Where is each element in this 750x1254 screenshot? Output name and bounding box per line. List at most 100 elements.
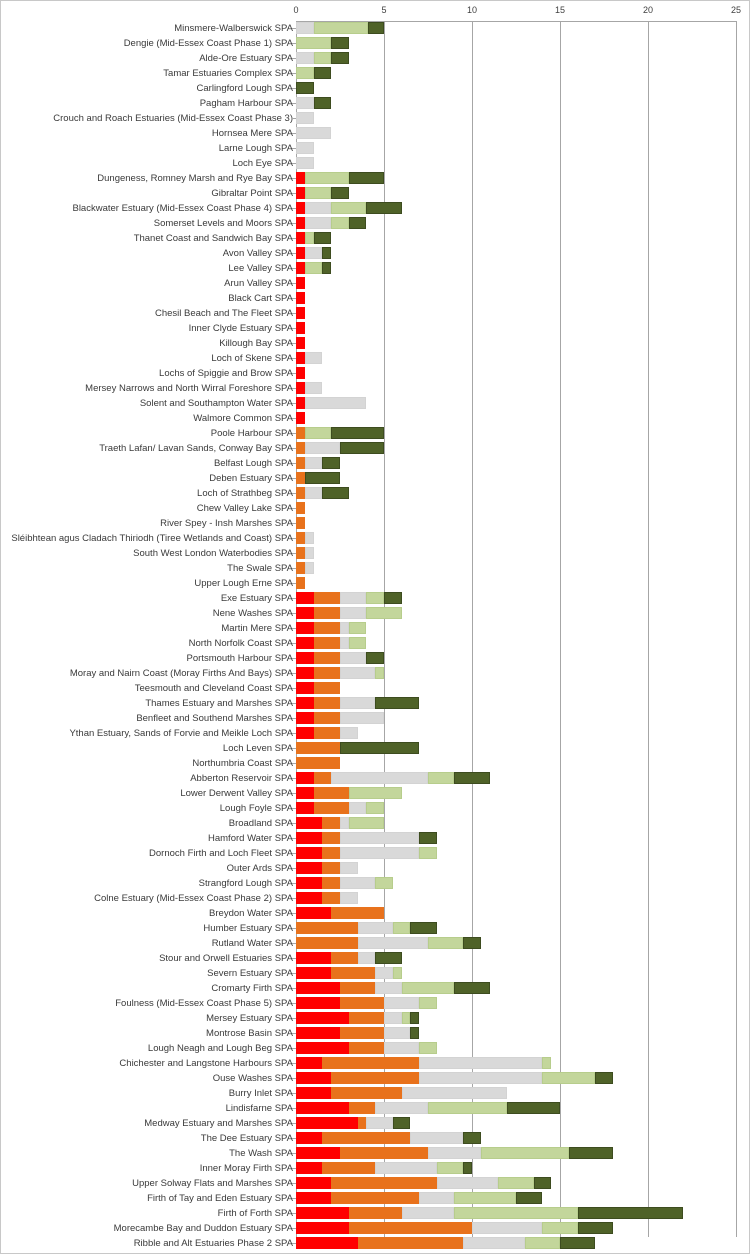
bar-segment-light-green	[366, 592, 384, 604]
category-tick	[292, 133, 296, 134]
category-label: Loch of Strathbeg SPA	[197, 488, 293, 499]
category-tick	[292, 1108, 296, 1109]
chart-row: Foulness (Mid-Essex Coast Phase 5) SPA	[1, 996, 749, 1011]
bar-segment-grey	[296, 112, 314, 124]
category-tick	[292, 1033, 296, 1034]
bar-segment-dark-green	[577, 1222, 613, 1234]
bar-segment-dark-green	[463, 1132, 481, 1144]
category-tick	[292, 208, 296, 209]
category-label: River Spey - Insh Marshes SPA	[160, 518, 293, 529]
bar-segment-light-green	[375, 667, 384, 679]
category-tick	[292, 508, 296, 509]
bar-segment-dark-green	[577, 1207, 684, 1219]
chart-row: Chew Valley Lake SPA	[1, 501, 749, 516]
bar-segment-light-green	[524, 1237, 560, 1249]
bar-segment-red	[296, 1057, 323, 1069]
bar-segment-orange	[313, 727, 340, 739]
bar-segment-red	[296, 907, 332, 919]
bar-segment-grey	[296, 97, 314, 109]
category-label: Breydon Water SPA	[209, 908, 293, 919]
chart-row: Loch of Skene SPA	[1, 351, 749, 366]
category-label: Loch Eye SPA	[232, 158, 293, 169]
chart-row: Lee Valley SPA	[1, 261, 749, 276]
category-label: Traeth Lafan/ Lavan Sands, Conway Bay SP…	[99, 443, 293, 454]
bar-segment-dark-green	[392, 1117, 411, 1129]
bar-segment-orange	[331, 1072, 420, 1084]
bar-segment-grey	[304, 217, 332, 229]
bar-segment-orange	[296, 472, 305, 484]
category-label: Severn Estuary SPA	[207, 968, 293, 979]
category-label: Dornoch Firth and Loch Fleet SPA	[149, 848, 293, 859]
bar-segment-red	[296, 1207, 349, 1219]
category-tick	[292, 88, 296, 89]
bar-segment-dark-green	[410, 1027, 420, 1039]
category-label: Chichester and Langstone Harbours SPA	[119, 1058, 293, 1069]
bar-segment-grey	[419, 1192, 455, 1204]
bar-segment-dark-green	[410, 1012, 420, 1024]
category-label: Loch Leven SPA	[222, 743, 293, 754]
bar-segment-grey	[340, 607, 367, 619]
bar-segment-orange	[348, 1222, 472, 1234]
bar-segment-red	[296, 592, 314, 604]
category-label: Somerset Levels and Moors SPA	[153, 218, 293, 229]
chart-row: Minsmere-Walberswick SPA	[1, 21, 749, 36]
bar-segment-grey	[340, 637, 349, 649]
category-label: Lochs of Spiggie and Brow SPA	[159, 368, 293, 379]
category-tick	[292, 928, 296, 929]
bar-segment-orange	[296, 577, 305, 589]
bar-segment-red	[296, 307, 305, 319]
bar-segment-red	[296, 1072, 332, 1084]
category-tick	[292, 718, 296, 719]
category-label: Exe Estuary SPA	[220, 593, 293, 604]
bar-segment-light-green	[304, 262, 323, 274]
bar-segment-dark-green	[331, 37, 349, 49]
bar-segment-grey	[419, 1072, 543, 1084]
chart-row: South West London Waterbodies SPA	[1, 546, 749, 561]
bar-segment-light-green	[331, 202, 367, 214]
category-label: Moray and Nairn Coast (Moray Firths And …	[69, 668, 293, 679]
bar-segment-orange	[322, 877, 340, 889]
category-tick	[292, 1198, 296, 1199]
bar-segment-red	[296, 862, 323, 874]
chart-row: Mersey Narrows and North Wirral Foreshor…	[1, 381, 749, 396]
bar-segment-light-green	[436, 1162, 464, 1174]
bar-segment-red	[296, 172, 305, 184]
bar-segment-orange	[322, 1162, 376, 1174]
chart-row: Arun Valley SPA	[1, 276, 749, 291]
chart-row: Morecambe Bay and Duddon Estuary SPA	[1, 1221, 749, 1236]
x-tick-label: 25	[730, 5, 742, 15]
category-tick	[292, 1138, 296, 1139]
category-label: Ribble and Alt Estuaries Phase 2 SPA	[133, 1238, 293, 1249]
chart-row: Larne Lough SPA	[1, 141, 749, 156]
bar-segment-dark-green	[419, 832, 437, 844]
category-tick	[292, 913, 296, 914]
chart-row: Ythan Estuary, Sands of Forvie and Meikl…	[1, 726, 749, 741]
bar-segment-light-green	[498, 1177, 534, 1189]
category-tick	[292, 28, 296, 29]
bar-segment-red	[296, 877, 323, 889]
bar-segment-grey	[384, 1012, 402, 1024]
bar-segment-grey	[375, 982, 402, 994]
bar-segment-orange	[296, 502, 305, 514]
category-tick	[292, 448, 296, 449]
chart-row: River Spey - Insh Marshes SPA	[1, 516, 749, 531]
bar-segment-grey	[331, 772, 428, 784]
bar-segment-red	[296, 247, 305, 259]
bar-segment-orange	[348, 1012, 384, 1024]
category-label: Thames Estuary and Marshes SPA	[145, 698, 293, 709]
bar-segment-red	[296, 772, 314, 784]
bar-segment-grey	[304, 532, 314, 544]
chart-row: Thames Estuary and Marshes SPA	[1, 696, 749, 711]
bar-segment-orange	[322, 817, 340, 829]
chart-row: Cromarty Firth SPA	[1, 981, 749, 996]
bar-segment-red	[296, 832, 323, 844]
bar-segment-dark-green	[313, 97, 332, 109]
bar-segment-light-green	[366, 607, 402, 619]
category-tick	[292, 688, 296, 689]
bar-segment-light-green	[296, 67, 314, 79]
category-label: Sléibhtean agus Cladach Thiriodh (Tiree …	[11, 533, 293, 544]
bar-segment-light-green	[331, 217, 349, 229]
bar-segment-red	[296, 202, 305, 214]
bar-segment-red	[296, 382, 305, 394]
category-tick	[292, 1168, 296, 1169]
